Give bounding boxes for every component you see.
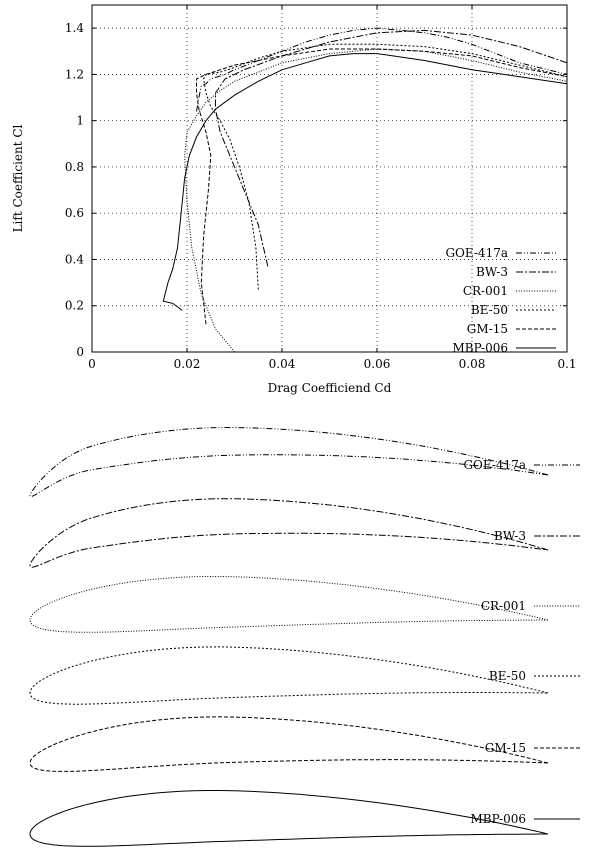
airfoil-profile-gm-15 <box>29 716 549 772</box>
x-tick-label: 0.06 <box>364 357 391 371</box>
airfoil-label: CR-001 <box>481 599 526 613</box>
legend-label: CR-001 <box>463 284 508 298</box>
legend-label: BE-50 <box>471 303 508 317</box>
x-tick-label: 0.08 <box>459 357 486 371</box>
legend-label: GOE-417a <box>445 246 508 260</box>
airfoil-diagram: GOE-417a BW-3 CR-001 BE-50 GM-15 MBP-006 <box>29 426 580 847</box>
series-line-be-50 <box>203 43 568 290</box>
airfoil-profile-mbp-006 <box>29 790 548 847</box>
series-line-gm-15 <box>196 48 568 325</box>
series-line-cr-001 <box>184 48 568 353</box>
series-layer <box>162 27 568 353</box>
polar-chart: 0 0.02 0.04 0.06 0.08 0.1 0 0.2 0.4 0.6 0.8 1 1.2 1.4… <box>11 4 577 395</box>
plot-frame <box>91 4 568 353</box>
y-tick-label: 1.2 <box>65 67 84 81</box>
airfoil-profile-bw-3 <box>29 498 549 568</box>
airfoil-label: MBP-006 <box>471 812 526 826</box>
x-tick-label: 0.1 <box>557 357 576 371</box>
airfoil-profile-cr-001 <box>29 576 548 633</box>
y-tick-label: 0.6 <box>65 206 84 220</box>
airfoil-label: GOE-417a <box>463 458 526 472</box>
tick-layer: 0 0.02 0.04 0.06 0.08 0.1 0 0.2 0.4 0.6 0.8 1 1.2 1.4 <box>65 5 577 371</box>
y-tick-label: 0.8 <box>65 160 84 174</box>
airfoil-label: BW-3 <box>494 529 526 543</box>
legend-label: MBP-006 <box>453 341 508 355</box>
airfoil-profile-goe-417a <box>29 426 549 498</box>
x-tick-label: 0 <box>88 357 96 371</box>
y-tick-label: 0 <box>76 345 84 359</box>
airfoil-profile-be-50 <box>29 646 549 705</box>
y-axis-title: Lift Coefficient Cl <box>11 124 25 232</box>
airfoil-label: GM-15 <box>485 741 526 755</box>
x-tick-label: 0.04 <box>269 357 296 371</box>
y-tick-label: 0.4 <box>65 252 84 266</box>
y-tick-label: 1 <box>76 114 84 128</box>
y-tick-label: 0.2 <box>65 299 84 313</box>
y-tick-label: 1.4 <box>65 21 84 35</box>
series-line-bw-3 <box>215 29 568 267</box>
series-line-goe-417a <box>196 27 568 112</box>
x-tick-label: 0.02 <box>174 357 201 371</box>
airfoil-label: BE-50 <box>489 669 526 683</box>
legend-label: GM-15 <box>467 322 508 336</box>
series-line-mbp-006 <box>162 53 568 311</box>
legend: GOE-417a BW-3 CR-001 BE-50 GM-15 MBP-006 <box>445 246 556 355</box>
legend-label: BW-3 <box>476 265 508 279</box>
x-axis-title: Drag Coefficiend Cd <box>268 381 392 395</box>
